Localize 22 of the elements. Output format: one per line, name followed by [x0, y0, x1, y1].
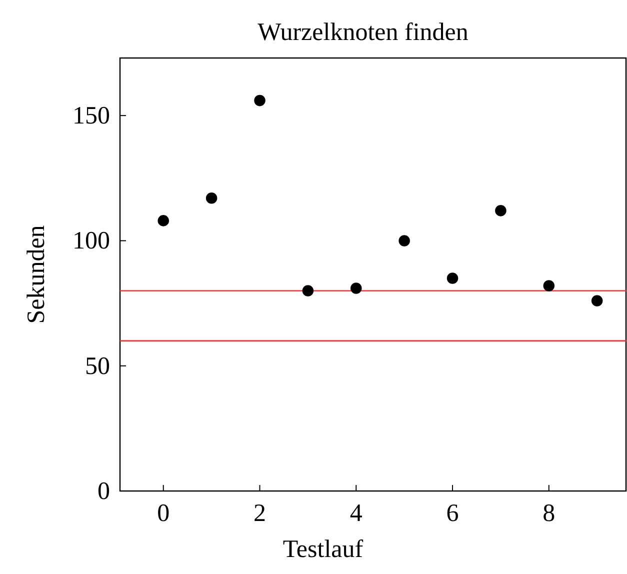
point [591, 295, 603, 306]
x-tick-label: 2 [254, 500, 266, 527]
point [446, 272, 458, 284]
x-tick-label: 0 [157, 500, 170, 527]
y-tick-label: 100 [72, 228, 110, 255]
point [495, 205, 506, 216]
point [158, 215, 170, 226]
point [398, 235, 410, 246]
chart-title: Wurzelknoten finden [258, 19, 469, 46]
y-axis-title: Sekunden [23, 224, 50, 324]
y-tick-label: 50 [85, 352, 110, 380]
point [206, 192, 218, 204]
point [350, 282, 362, 294]
x-tick-label: 8 [542, 500, 556, 527]
y-tick-label: 0 [98, 478, 110, 505]
x-tick-label: 4 [350, 500, 363, 527]
point [254, 94, 266, 106]
point [302, 285, 314, 296]
x-tick-label: 6 [446, 500, 459, 527]
y-tick-label: 150 [72, 102, 110, 130]
x-axis-title: Testlauf [282, 536, 364, 563]
point [543, 280, 555, 292]
